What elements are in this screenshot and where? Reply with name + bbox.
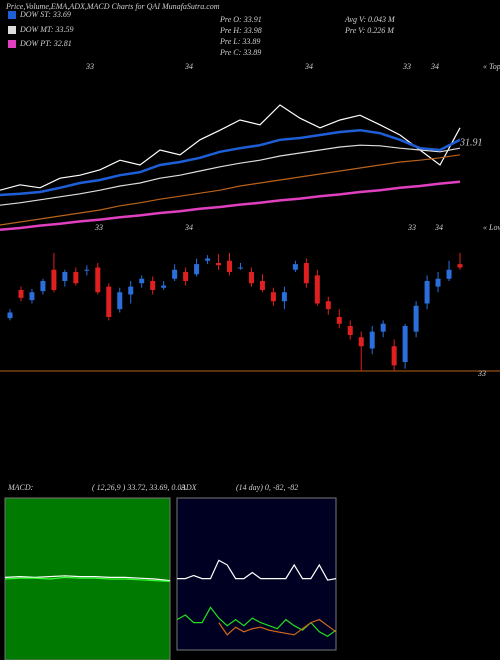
candle-body <box>325 301 331 310</box>
candle-body <box>270 292 276 302</box>
candle-body <box>347 326 353 335</box>
annotation: 34 <box>304 62 313 71</box>
candle-body <box>369 331 375 349</box>
candle-body <box>413 305 419 332</box>
candle-body <box>248 272 254 284</box>
candle-body <box>292 264 298 270</box>
legend-swatch <box>8 11 16 19</box>
candle-body <box>314 275 320 304</box>
candle-body <box>424 281 430 304</box>
adx-title: ADX <box>180 483 198 492</box>
panel-background <box>176 497 337 651</box>
candle-body <box>40 281 46 292</box>
annotation: Pre O: 33.91 <box>219 15 262 24</box>
candle-body <box>391 346 397 366</box>
candle-body <box>29 292 35 301</box>
series-line <box>0 104 461 191</box>
candle-body <box>150 281 156 290</box>
candle-body <box>457 264 463 268</box>
annotation: 34 <box>434 223 443 232</box>
annotation: Avg V: 0.043 M <box>344 15 396 24</box>
candle-body <box>18 290 24 298</box>
legend-swatch <box>8 26 16 34</box>
candle-body <box>303 263 309 284</box>
panel-background <box>4 497 171 660</box>
series-line <box>4 576 171 582</box>
candle-body <box>117 292 123 310</box>
series-line <box>0 154 461 226</box>
annotation: 33 <box>407 223 416 232</box>
chart-title: Price,Volume,EMA,ADX,MACD Charts for QAI… <box>5 2 220 11</box>
annotation: 33 <box>85 62 94 71</box>
candle-body <box>446 269 452 279</box>
series-line <box>177 559 337 581</box>
candle-body <box>95 267 101 293</box>
series-line <box>4 575 171 582</box>
annotation: Pre H: 33.98 <box>219 26 262 35</box>
legend-label: DOW MT: 33.59 <box>19 25 74 34</box>
candle-body <box>106 286 112 317</box>
series-line <box>218 618 337 636</box>
candle-body <box>336 317 342 324</box>
candle-body <box>259 281 265 290</box>
annotation: 33 <box>402 62 411 71</box>
candle-body <box>227 260 233 272</box>
macd-subtitle: ( 12,26,9 ) 33.72, 33.69, 0.03 <box>92 483 185 492</box>
candle-body <box>51 269 57 290</box>
legend-label: DOW ST: 33.69 <box>19 10 71 19</box>
candle-body <box>358 337 364 347</box>
candle-body <box>281 292 287 302</box>
annotation: « Tops <box>483 62 500 71</box>
candle-body <box>62 272 68 281</box>
annotation: 33 <box>94 223 103 232</box>
candle-body <box>7 312 13 319</box>
annotation: « Lows <box>483 223 500 232</box>
series-line <box>0 180 461 232</box>
candle-body <box>380 323 386 332</box>
candle-body <box>84 269 90 271</box>
candle-body <box>216 263 222 266</box>
annotation: Pre V: 0.226 M <box>344 26 395 35</box>
candle-body <box>237 267 243 269</box>
annotation: 34 <box>184 62 193 71</box>
annotation: Pre C: 33.89 <box>219 48 261 57</box>
macd-title: MACD: <box>7 483 34 492</box>
candle-body <box>172 269 178 279</box>
legend-swatch <box>8 40 16 48</box>
candle-body <box>183 272 189 281</box>
adx-subtitle: (14 day) 0, -82, -82 <box>236 483 298 492</box>
annotation: 34 <box>430 62 439 71</box>
candle-body <box>161 285 167 288</box>
candle-body <box>205 258 211 261</box>
legend-label: DOW PT: 32.81 <box>19 39 72 48</box>
annotation: 31.91 <box>459 137 483 148</box>
y-tick-label: 33 <box>477 369 486 378</box>
candle-body <box>435 278 441 287</box>
series-line <box>0 144 461 206</box>
candle-body <box>73 272 79 284</box>
series-line <box>0 128 461 197</box>
annotation: Pre L: 33.89 <box>219 37 260 46</box>
annotation: 34 <box>184 223 193 232</box>
candle-body <box>139 278 145 284</box>
candle-body <box>128 286 134 295</box>
candle-body <box>402 326 408 362</box>
candle-body <box>194 264 200 275</box>
